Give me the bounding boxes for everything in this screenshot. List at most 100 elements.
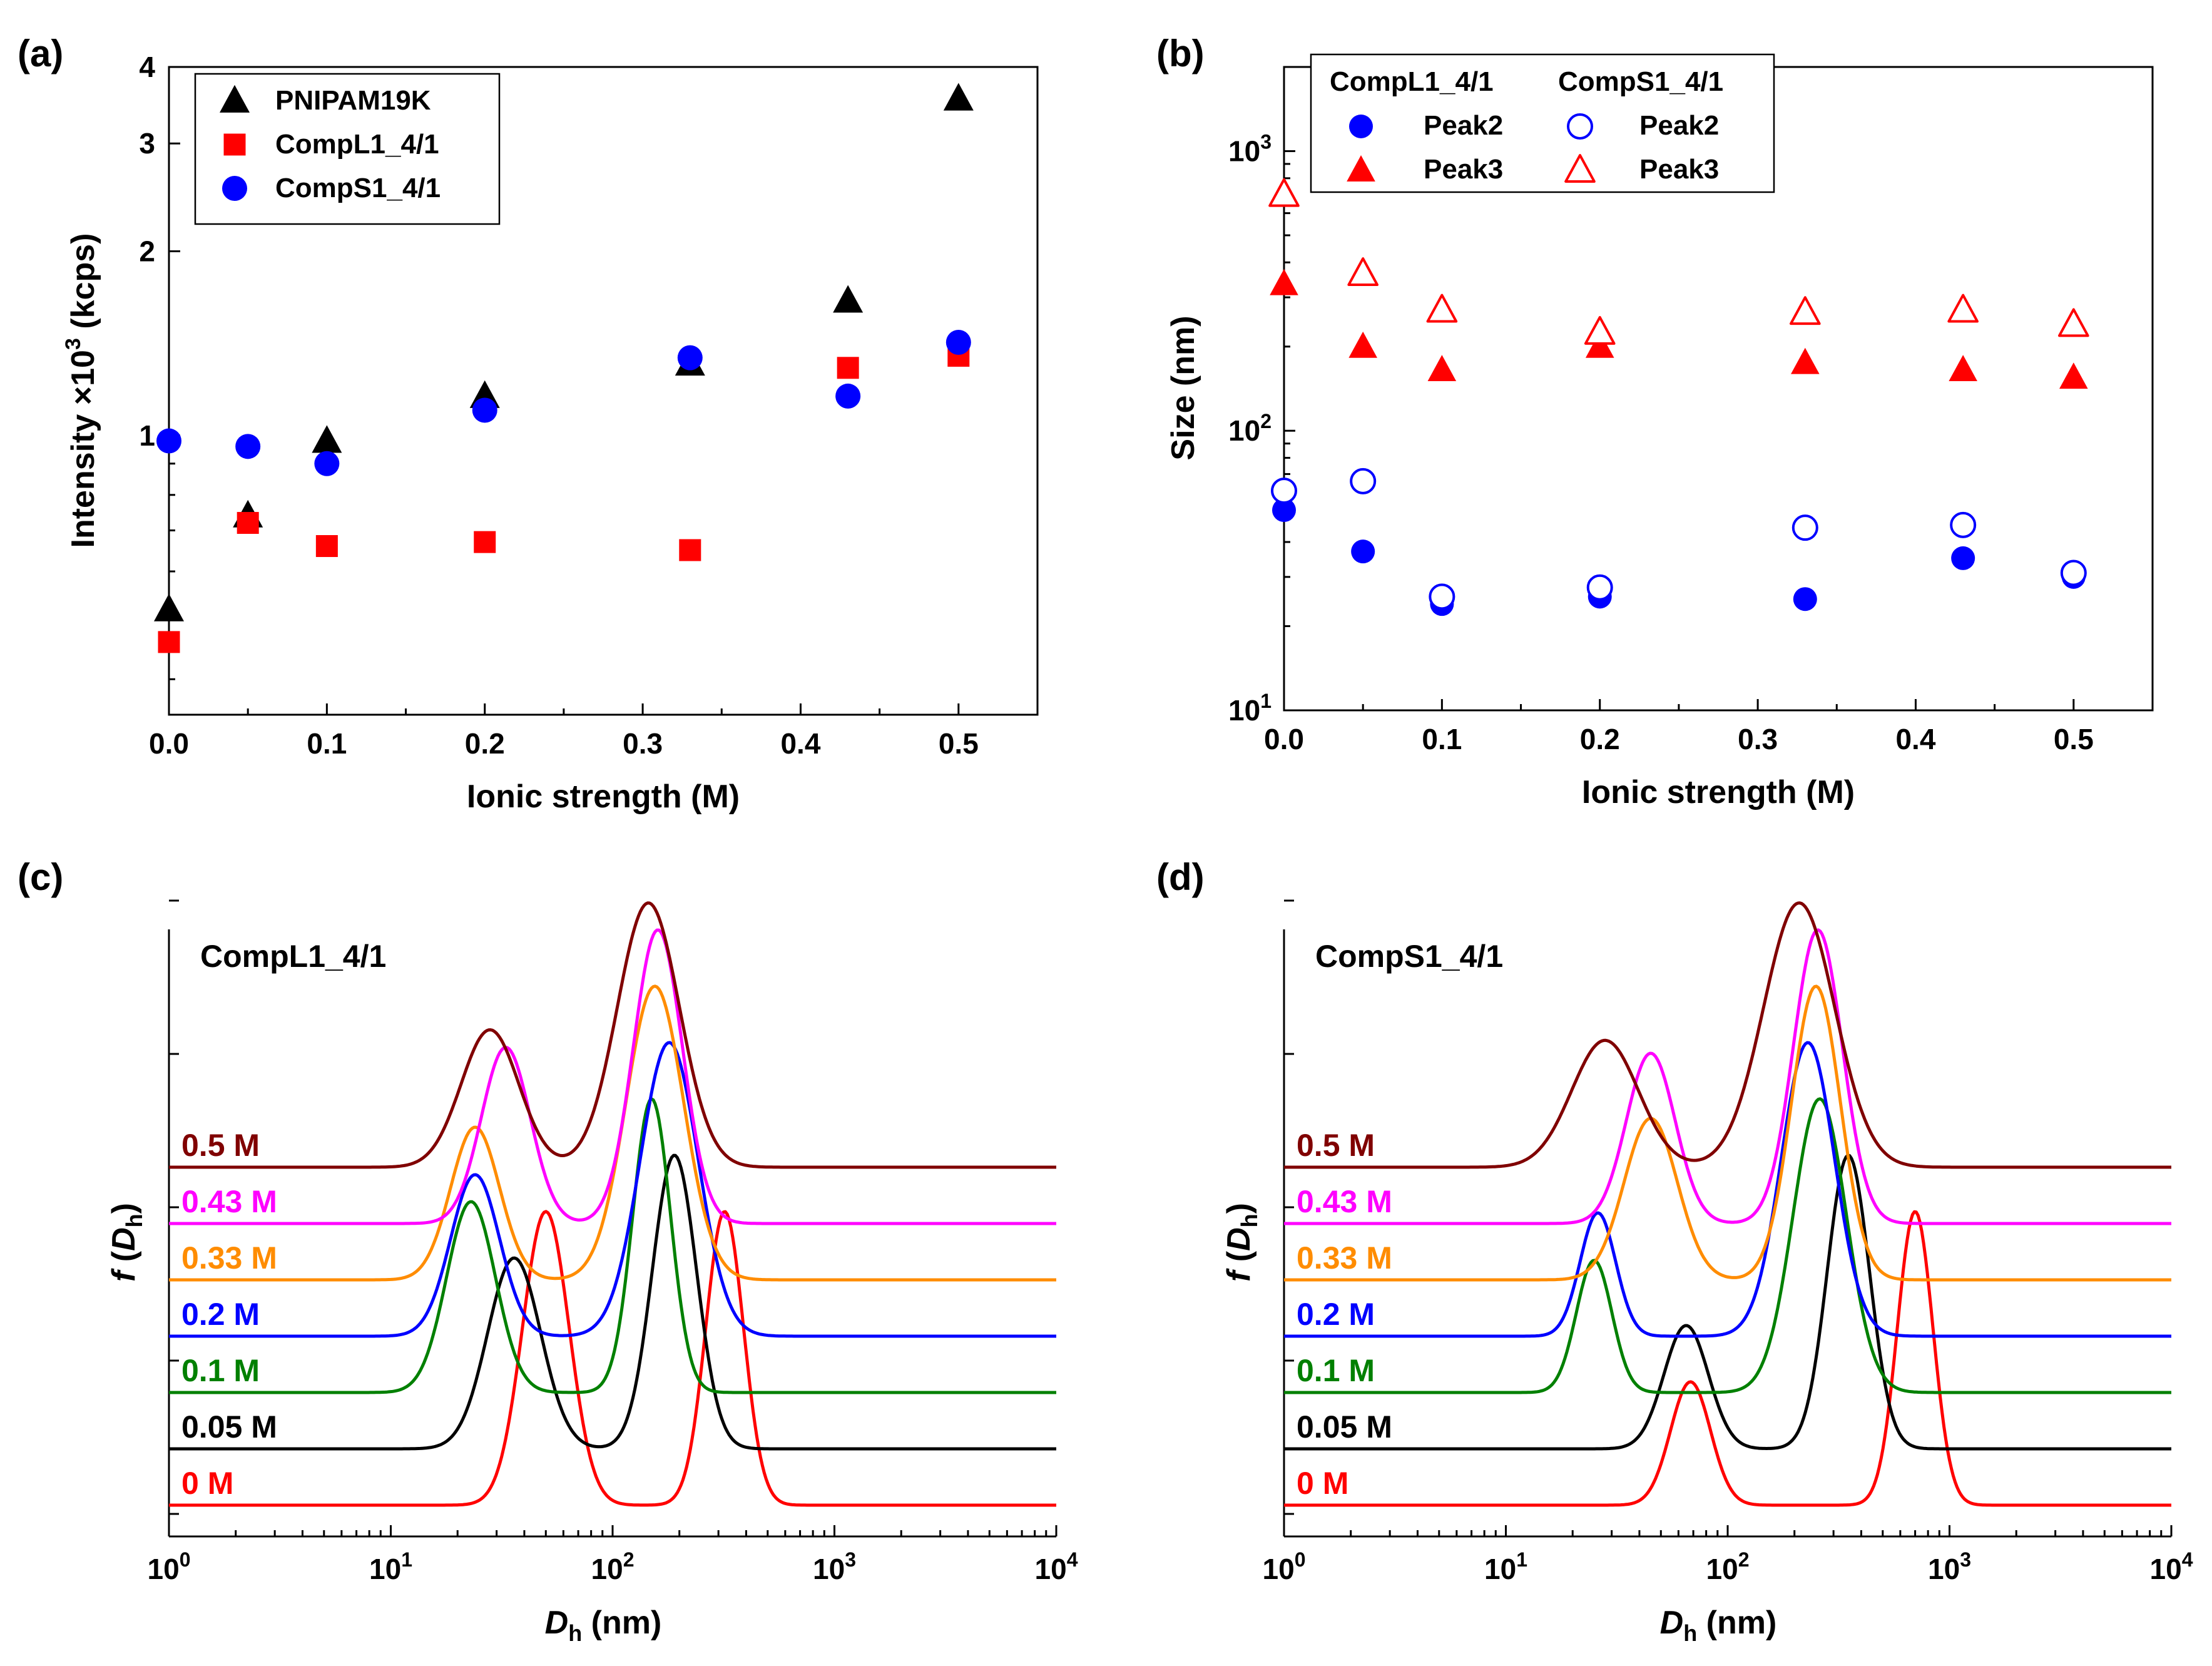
- distribution-curve-d: [1284, 928, 2171, 1225]
- chart-panel-d: 100 101 102 103 104 0 M0.05 M0.1 M0.2 M0.33 …: [1221, 899, 2193, 1646]
- x-tick-label-c-base: 10: [813, 1553, 845, 1585]
- distribution-curve-c: [169, 901, 1056, 1169]
- x-tick-label-a: 0.2: [465, 727, 505, 760]
- y-axis-label-d-var: D: [1221, 1227, 1257, 1251]
- y-axis-label-d-open: (: [1221, 1250, 1257, 1270]
- panel-label-b: (b): [1156, 33, 1205, 74]
- data-point-b-s0: [1351, 539, 1375, 564]
- data-point-b-s3: [1790, 296, 1821, 325]
- x-axis-label-c: Dh (nm): [545, 1605, 662, 1646]
- plot-frame-a: [168, 66, 1039, 716]
- x-tick-label-c: 102: [591, 1548, 635, 1585]
- data-point-b-s3: [1426, 294, 1458, 323]
- x-tick-label-a: 0.5: [939, 727, 979, 760]
- data-point-b-s1: [1348, 331, 1377, 358]
- data-point-a-s0: [312, 425, 342, 453]
- data-point-a-s1: [474, 531, 496, 553]
- y-axis-label-a-main: Intensity ×10: [65, 350, 101, 548]
- x-tick-label-a: 0.3: [623, 727, 663, 760]
- data-point-a-s1: [315, 535, 338, 558]
- legend-marker-b-1: [1347, 155, 1375, 181]
- y-tick-label-a: 4: [139, 51, 155, 83]
- curve-label-d: 0.43 M: [1297, 1184, 1392, 1219]
- legend-box-b: [1310, 53, 1775, 193]
- curve-label-c: 0 M: [181, 1466, 233, 1501]
- data-point-a-s2: [235, 434, 261, 459]
- data-point-a-s1: [679, 539, 701, 561]
- curve-label-c: 0.2 M: [181, 1297, 260, 1332]
- legend-label-compl1: CompL1_4/1: [275, 129, 439, 160]
- data-point-b-s1: [1949, 355, 1977, 382]
- x-tick-label-d: 104: [2150, 1548, 2193, 1585]
- y-tick-label-b-base: 10: [1228, 414, 1260, 447]
- x-axis-label-d-unit: (nm): [1697, 1605, 1776, 1641]
- x-tick-label-d-exp: 1: [1516, 1548, 1527, 1571]
- y-axis-label-c-open: (: [106, 1250, 142, 1270]
- y-tick-label-b-exp: 2: [1260, 410, 1272, 432]
- panel-title-d: CompS1_4/1: [1315, 939, 1503, 974]
- curve-label-d: 0.33 M: [1297, 1240, 1392, 1275]
- x-tick-label-b: 0.0: [1264, 723, 1304, 755]
- x-tick-label-c-exp: 0: [180, 1548, 191, 1571]
- data-point-a-s2: [945, 329, 971, 355]
- data-point-b-s0: [1272, 498, 1296, 523]
- data-point-a-s0: [943, 83, 974, 111]
- x-tick-label-b: 0.1: [1422, 723, 1462, 755]
- legend-marker-a-2: [222, 176, 247, 201]
- x-tick-label-b: 0.3: [1738, 723, 1778, 755]
- x-axis-label-c-var: D: [545, 1605, 569, 1641]
- x-tick-label-c-exp: 4: [1067, 1548, 1078, 1571]
- legend-label-s1-peak3: Peak3: [1639, 154, 1719, 185]
- data-point-b-s2: [1792, 514, 1818, 541]
- y-axis-label-d-f: f: [1221, 1268, 1257, 1282]
- data-point-a-s2: [156, 428, 181, 454]
- distribution-curve-d: [1284, 1210, 2171, 1507]
- y-axis-label-c-f: f: [106, 1268, 142, 1282]
- x-tick-label-d-base: 10: [1263, 1553, 1295, 1585]
- y-tick-label-a: 2: [139, 235, 155, 267]
- legend-marker-a-0: [220, 84, 250, 113]
- x-tick-label-c-exp: 1: [401, 1548, 412, 1571]
- x-tick-label-c-base: 10: [591, 1553, 623, 1585]
- curve-label-c: 0.1 M: [181, 1353, 260, 1388]
- y-axis-label-c: f (Dh): [106, 1203, 147, 1282]
- distribution-curve-d: [1284, 1041, 2171, 1338]
- distribution-curve-d: [1284, 901, 2171, 1169]
- x-tick-label-c-base: 10: [148, 1553, 180, 1585]
- legend-label-l1-peak3: Peak3: [1424, 154, 1503, 185]
- data-point-b-s2: [1950, 511, 1977, 538]
- curve-label-c: 0.43 M: [181, 1184, 277, 1219]
- x-tick-label-a: 0.1: [307, 727, 347, 760]
- x-tick-label-b: 0.5: [2054, 723, 2094, 755]
- legend-marker-b-0: [1349, 115, 1373, 138]
- curve-label-d: 0.1 M: [1297, 1353, 1375, 1388]
- x-tick-label-d: 103: [1928, 1548, 1971, 1585]
- y-tick-label-b: 103: [1228, 130, 1272, 167]
- x-axis-label-b: Ionic strength (M): [1582, 774, 1855, 810]
- distribution-curve-c: [169, 928, 1056, 1225]
- x-tick-label-c: 100: [148, 1548, 191, 1585]
- legend-label-pnipam: PNIPAM19K: [275, 85, 431, 116]
- data-point-a-s2: [835, 383, 861, 409]
- distribution-curve-c: [169, 984, 1056, 1282]
- panel-label-d: (d): [1156, 856, 1205, 898]
- legend-label-comps1: CompS1_4/1: [275, 173, 441, 203]
- y-tick-label-b-exp: 3: [1260, 130, 1272, 153]
- x-tick-label-c: 104: [1035, 1548, 1078, 1585]
- data-point-b-s1: [1427, 355, 1457, 382]
- x-axis-label-c-unit: (nm): [582, 1605, 661, 1641]
- legend-header-comps1: CompS1_4/1: [1558, 66, 1723, 97]
- distribution-curve-d: [1284, 1097, 2171, 1394]
- data-point-a-s2: [472, 397, 497, 423]
- x-tick-label-a: 0.4: [780, 727, 820, 760]
- legend-b: CompL1_4/1 CompS1_4/1 Peak2 Peak3 Peak2 …: [1310, 53, 1775, 193]
- x-axis-label-a: Ionic strength (M): [467, 779, 740, 815]
- data-point-a-s0: [154, 593, 184, 621]
- legend-marker-a-1: [223, 133, 246, 156]
- data-point-a-s0: [833, 285, 864, 313]
- data-point-a-s1: [837, 357, 859, 379]
- x-tick-label-c-base: 10: [369, 1553, 401, 1585]
- x-tick-label-d: 101: [1484, 1548, 1527, 1585]
- x-tick-label-d-exp: 4: [2182, 1548, 2193, 1571]
- x-axis-label-d: Dh (nm): [1660, 1605, 1777, 1646]
